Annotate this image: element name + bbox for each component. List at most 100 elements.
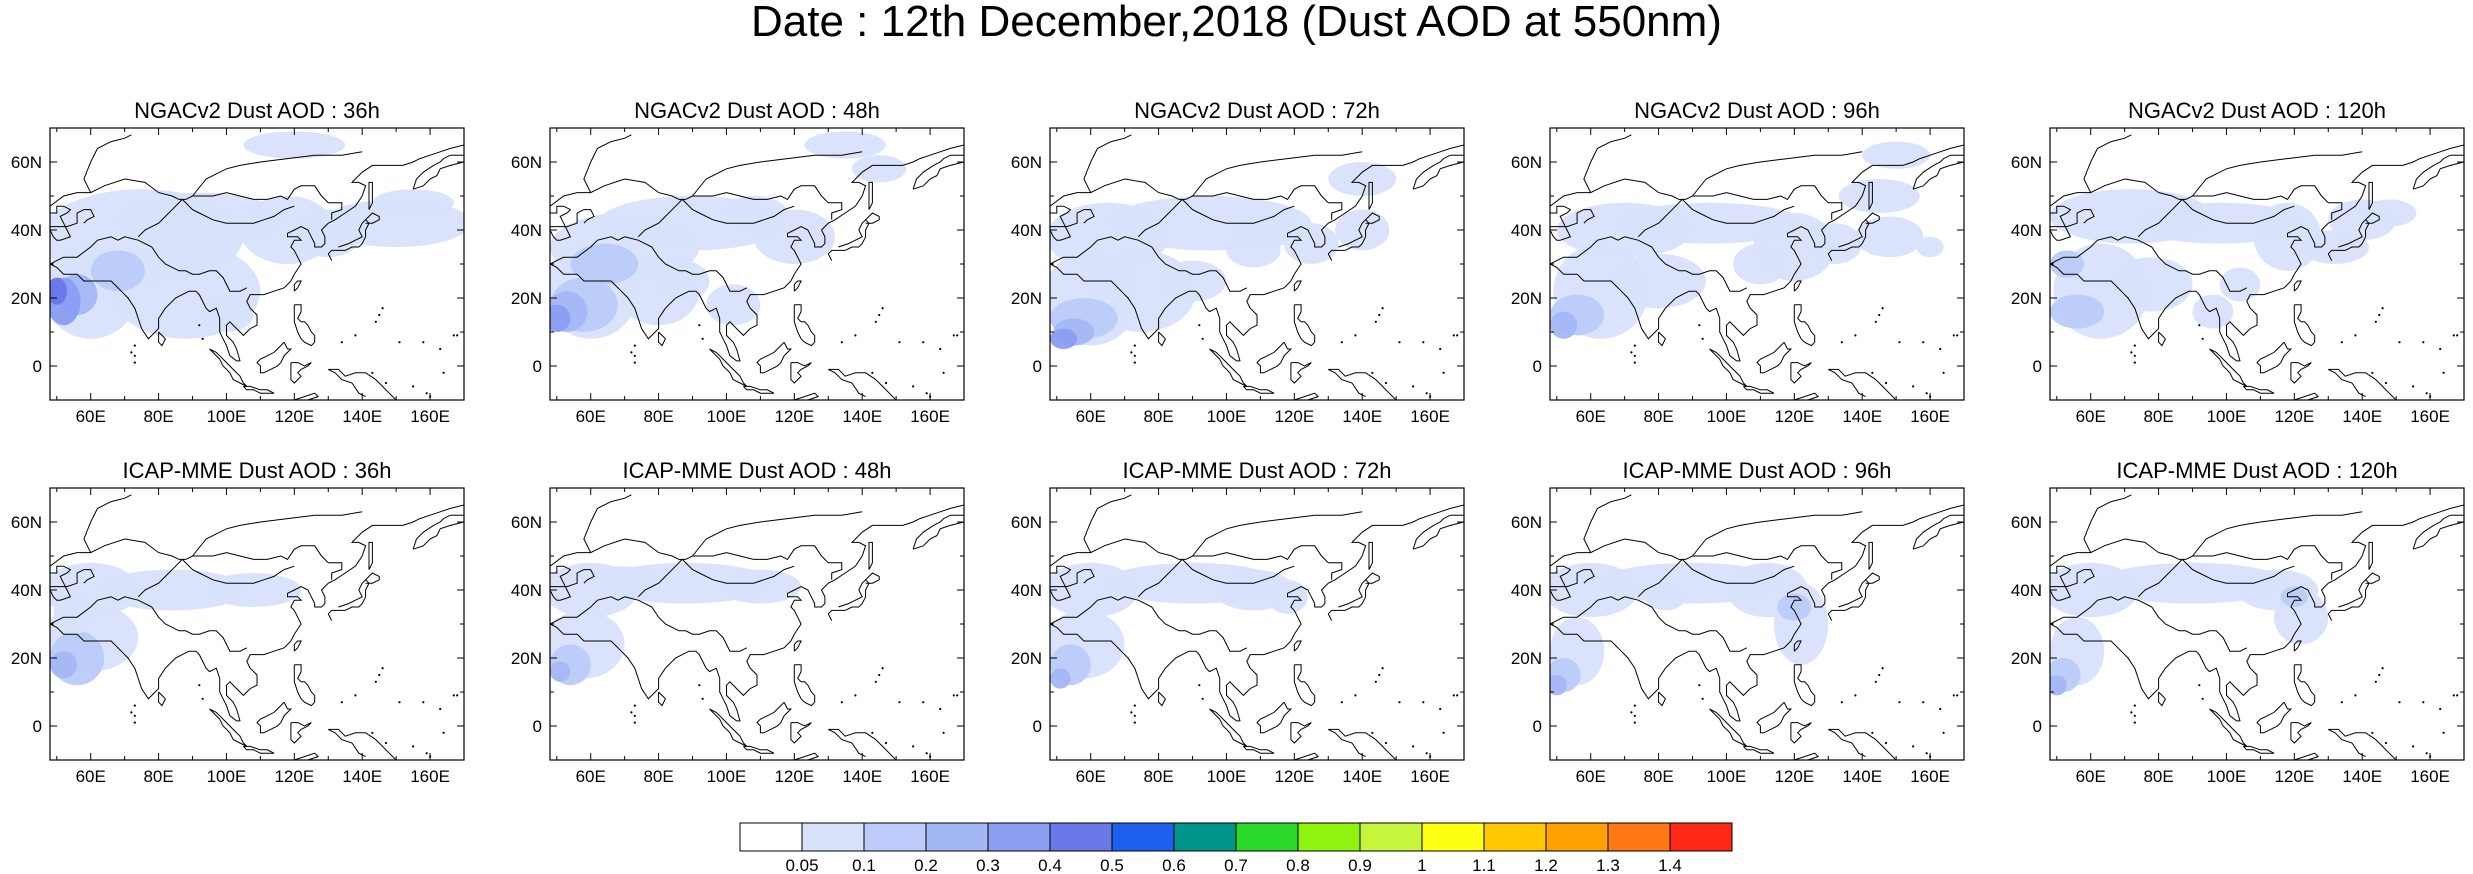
coastline: [1243, 745, 1275, 754]
island-marker: [1374, 680, 1377, 683]
island-marker: [133, 714, 136, 717]
y-tick-label: 0: [1033, 357, 1042, 376]
coastline: [2083, 134, 2132, 193]
coastline: [83, 494, 132, 553]
island-marker: [378, 673, 381, 677]
y-tick-label: 20N: [1511, 289, 1542, 308]
island-marker: [966, 701, 968, 703]
coastline: [1243, 385, 1275, 394]
coastline: [328, 728, 366, 758]
coastline: [1828, 368, 1866, 398]
island-marker: [871, 371, 874, 374]
dust-aod-shading: [1050, 562, 1308, 689]
y-tick-label: 20N: [2011, 289, 2042, 308]
panel-title: ICAP-MME Dust AOD : 48h: [623, 458, 892, 483]
coastline: [293, 664, 316, 707]
coastline: [827, 219, 870, 261]
x-tick-label: 100E: [1207, 767, 1247, 786]
dust-aod-region: [2362, 199, 2417, 227]
y-tick-label: 40N: [1011, 581, 1042, 600]
map-panel: NGACv2 Dust AOD : 72h 60E 80E 100E 120E 140E 1…: [1011, 98, 1468, 426]
coastline: [1793, 640, 1802, 652]
coastline: [1583, 494, 1632, 553]
y-tick-label: 60N: [11, 153, 42, 172]
x-tick-label: 120E: [1774, 407, 1814, 426]
coastline: [1550, 205, 1572, 241]
y-tick-label: 0: [1533, 357, 1542, 376]
colorbar-label: 0.2: [914, 856, 938, 874]
island-marker: [1130, 351, 1133, 354]
x-tick-label: 160E: [1910, 767, 1950, 786]
island-marker: [1884, 381, 1888, 385]
coastline: [50, 569, 95, 588]
y-tick-label: 60N: [1011, 513, 1042, 532]
coastline: [794, 752, 820, 760]
island-marker: [1422, 701, 1425, 704]
panel-title: NGACv2 Dust AOD : 96h: [1634, 98, 1880, 123]
island-marker: [340, 341, 343, 344]
x-tick-label: 120E: [1274, 767, 1314, 786]
y-tick-label: 60N: [2011, 153, 2042, 172]
coastline: [50, 144, 464, 362]
colorbar-swatch: [1421, 822, 1485, 852]
colorbar-label: 0.7: [1224, 856, 1248, 874]
coastline: [2294, 392, 2320, 400]
coastline-layer: [1050, 134, 1468, 400]
island-marker: [198, 684, 201, 687]
island-marker: [2340, 341, 2343, 344]
island-marker: [412, 745, 415, 748]
dust-aod-region: [1733, 243, 1788, 285]
x-tick-label: 160E: [910, 407, 950, 426]
island-marker: [633, 704, 636, 707]
coastline: [828, 728, 866, 758]
x-tick-label: 80E: [643, 407, 673, 426]
island-marker: [884, 741, 888, 745]
island-marker: [371, 731, 374, 734]
coastline: [328, 728, 397, 760]
dust-aod-region: [372, 189, 454, 217]
y-tick-label: 40N: [1511, 581, 1542, 600]
coastline: [1137, 199, 1183, 238]
coastline: [793, 664, 816, 707]
island-marker: [1466, 341, 1468, 343]
x-tick-label: 60E: [576, 767, 606, 786]
island-marker: [425, 752, 428, 755]
island-marker: [2456, 334, 2459, 337]
coastline: [1192, 151, 1363, 197]
x-tick-label: 160E: [410, 407, 450, 426]
island-marker: [878, 673, 881, 677]
coastline-layer: [50, 134, 464, 400]
dust-aod-region: [2111, 257, 2193, 312]
island-marker: [425, 392, 428, 395]
island-marker: [1133, 344, 1136, 347]
y-tick-label: 0: [1533, 717, 1542, 736]
map-background: [550, 488, 964, 760]
dust-aod-region: [1550, 311, 1578, 339]
coastline: [293, 304, 316, 347]
island-marker: [898, 701, 901, 704]
dust-aod-region: [804, 131, 886, 159]
coastline: [1912, 514, 1964, 550]
island-marker: [1425, 752, 1428, 755]
colorbar-swatch: [1297, 822, 1361, 852]
dust-aod-region: [550, 661, 571, 682]
x-tick-label: 120E: [1774, 767, 1814, 786]
island-marker: [633, 714, 636, 717]
coastline: [1050, 569, 1095, 588]
colorbar-label: 1: [1417, 856, 1426, 874]
island-marker: [1698, 324, 1701, 327]
island-marker: [1633, 344, 1636, 347]
y-tick-label: 0: [533, 357, 542, 376]
coastline: [50, 209, 95, 228]
dust-aod-region: [1284, 223, 1339, 264]
y-tick-label: 60N: [1011, 153, 1042, 172]
colorbar-label: 0.3: [976, 856, 1000, 874]
island-marker: [201, 337, 204, 340]
island-marker: [925, 752, 928, 755]
island-marker: [1466, 701, 1468, 703]
coastline: [293, 640, 302, 652]
island-marker: [398, 701, 401, 704]
coastline: [1293, 664, 1316, 707]
coastline: [368, 181, 373, 210]
